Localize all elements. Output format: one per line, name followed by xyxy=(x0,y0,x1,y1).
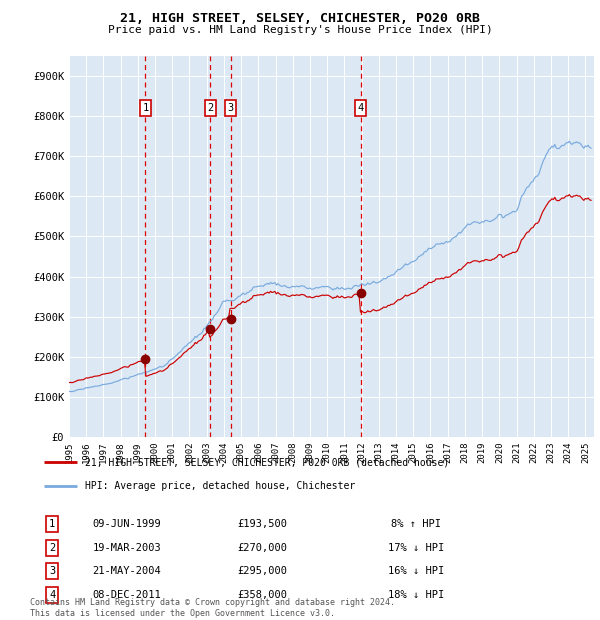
Text: Price paid vs. HM Land Registry's House Price Index (HPI): Price paid vs. HM Land Registry's House … xyxy=(107,25,493,35)
Text: £193,500: £193,500 xyxy=(237,519,287,529)
Text: 17% ↓ HPI: 17% ↓ HPI xyxy=(388,543,445,553)
Text: 18% ↓ HPI: 18% ↓ HPI xyxy=(388,590,445,600)
Text: 09-JUN-1999: 09-JUN-1999 xyxy=(92,519,161,529)
Text: 21, HIGH STREET, SELSEY, CHICHESTER, PO20 0RB: 21, HIGH STREET, SELSEY, CHICHESTER, PO2… xyxy=(120,12,480,25)
Text: 1: 1 xyxy=(142,103,149,113)
Text: £270,000: £270,000 xyxy=(237,543,287,553)
Text: 1: 1 xyxy=(49,519,55,529)
Text: 8% ↑ HPI: 8% ↑ HPI xyxy=(391,519,442,529)
Text: 4: 4 xyxy=(49,590,55,600)
Text: 2: 2 xyxy=(49,543,55,553)
Text: 21-MAY-2004: 21-MAY-2004 xyxy=(92,566,161,576)
Text: 21, HIGH STREET, SELSEY, CHICHESTER, PO20 0RB (detached house): 21, HIGH STREET, SELSEY, CHICHESTER, PO2… xyxy=(85,458,449,467)
Text: 08-DEC-2011: 08-DEC-2011 xyxy=(92,590,161,600)
Text: £295,000: £295,000 xyxy=(237,566,287,576)
Text: 19-MAR-2003: 19-MAR-2003 xyxy=(92,543,161,553)
Text: Contains HM Land Registry data © Crown copyright and database right 2024.
This d: Contains HM Land Registry data © Crown c… xyxy=(30,598,395,618)
Text: £358,000: £358,000 xyxy=(237,590,287,600)
Text: HPI: Average price, detached house, Chichester: HPI: Average price, detached house, Chic… xyxy=(85,481,355,491)
Text: 3: 3 xyxy=(49,566,55,576)
Text: 4: 4 xyxy=(358,103,364,113)
Text: 16% ↓ HPI: 16% ↓ HPI xyxy=(388,566,445,576)
Text: 3: 3 xyxy=(227,103,234,113)
Text: 2: 2 xyxy=(207,103,214,113)
